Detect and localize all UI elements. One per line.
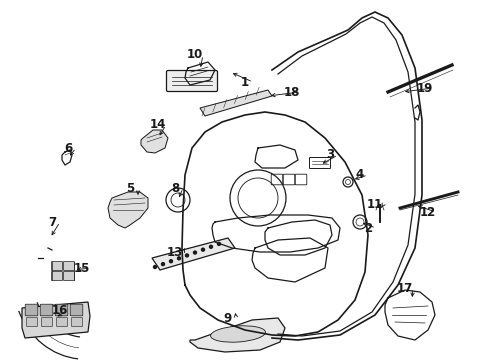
Text: 1: 1 (241, 76, 248, 89)
Text: 17: 17 (396, 282, 412, 294)
FancyBboxPatch shape (25, 304, 38, 316)
FancyBboxPatch shape (57, 318, 67, 327)
Polygon shape (152, 238, 235, 270)
Polygon shape (190, 318, 285, 352)
Text: 11: 11 (366, 198, 382, 211)
Polygon shape (108, 192, 148, 228)
Circle shape (185, 254, 188, 257)
Text: 13: 13 (166, 246, 183, 258)
Circle shape (217, 242, 220, 246)
Text: 18: 18 (283, 85, 300, 99)
Polygon shape (141, 130, 168, 153)
FancyBboxPatch shape (71, 318, 82, 327)
FancyBboxPatch shape (40, 304, 53, 316)
Text: 10: 10 (186, 49, 203, 62)
Text: 6: 6 (64, 141, 72, 154)
FancyBboxPatch shape (51, 271, 62, 280)
Text: 7: 7 (48, 216, 56, 229)
Circle shape (209, 245, 212, 248)
Text: 8: 8 (170, 181, 179, 194)
Circle shape (177, 257, 180, 260)
Polygon shape (200, 90, 271, 116)
Text: 4: 4 (355, 168, 364, 181)
Text: 14: 14 (149, 118, 166, 131)
FancyBboxPatch shape (26, 318, 38, 327)
Text: 5: 5 (125, 181, 134, 194)
Text: 16: 16 (52, 303, 68, 316)
Circle shape (193, 251, 196, 254)
Ellipse shape (210, 326, 265, 342)
Text: 15: 15 (74, 261, 90, 274)
Text: 19: 19 (416, 81, 432, 94)
Circle shape (161, 262, 164, 266)
FancyBboxPatch shape (55, 304, 68, 316)
Text: 3: 3 (325, 148, 333, 162)
FancyBboxPatch shape (63, 261, 74, 270)
Circle shape (153, 266, 156, 269)
FancyBboxPatch shape (51, 261, 62, 270)
FancyBboxPatch shape (63, 271, 74, 280)
Text: 12: 12 (419, 206, 435, 219)
FancyBboxPatch shape (166, 71, 217, 91)
Circle shape (169, 260, 172, 263)
FancyBboxPatch shape (70, 304, 82, 316)
Circle shape (201, 248, 204, 251)
Text: 9: 9 (224, 311, 232, 324)
FancyBboxPatch shape (41, 318, 52, 327)
Text: 2: 2 (363, 221, 371, 234)
Polygon shape (22, 302, 90, 338)
